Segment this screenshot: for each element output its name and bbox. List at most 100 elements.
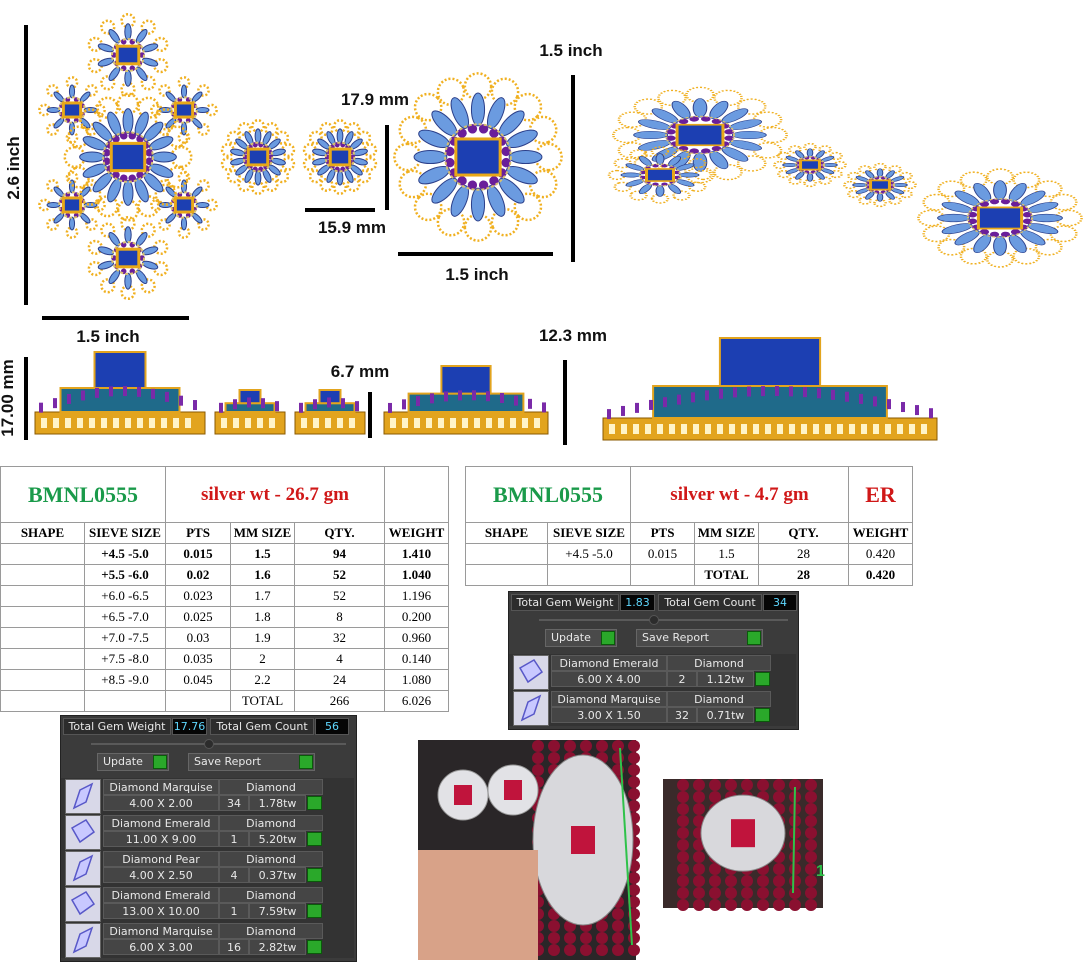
save-report-button[interactable]: Save Report	[188, 753, 315, 771]
total-row: TOTAL 28 0.420	[465, 564, 914, 586]
jewel-petal	[498, 177, 525, 204]
jewel-petal	[795, 150, 805, 159]
header: PTS	[630, 522, 695, 544]
photo-bead	[757, 875, 769, 887]
jewel-petal	[141, 43, 159, 53]
update-button[interactable]: Update	[97, 753, 169, 771]
photo-bead	[741, 899, 753, 911]
jewel-petal	[336, 170, 344, 186]
jewel-petal	[1020, 230, 1046, 246]
jewel-petal	[352, 157, 368, 166]
header: MM SIZE	[694, 522, 759, 544]
total-count-label: Total Gem Count	[210, 718, 314, 735]
jewel-petal	[709, 100, 729, 119]
gem-count: 16	[219, 939, 249, 955]
gem-arrow[interactable]	[307, 796, 322, 810]
jewel-petal	[729, 119, 762, 130]
side-post	[775, 386, 779, 397]
jewel-ring	[444, 123, 512, 191]
cell: 1.5	[230, 543, 295, 565]
jewel-petal	[729, 140, 762, 151]
gem-material: Diamond	[667, 655, 771, 671]
photo-bead	[693, 875, 705, 887]
side-window	[269, 418, 275, 428]
jewel-scallop	[166, 125, 189, 148]
side-window	[414, 418, 420, 428]
jewel-petal	[692, 98, 708, 118]
side-window	[909, 424, 915, 434]
jewel-petal	[165, 212, 177, 224]
cell: +7.0 -7.5	[84, 627, 166, 649]
jewel-scallop	[46, 123, 59, 136]
jewel-petal	[143, 172, 164, 193]
cell: 0.03	[165, 627, 231, 649]
jewel-petal	[124, 272, 132, 290]
jewel-scallop	[79, 108, 102, 131]
gem-panel: Total Gem Weight 17.76 Total Gem Count 56 Up…	[60, 715, 357, 962]
jewel-petal	[108, 66, 121, 82]
jewel-scallop	[116, 92, 140, 115]
side-post	[691, 392, 695, 403]
gem-arrow[interactable]	[307, 904, 322, 918]
gem-arrow[interactable]	[307, 868, 322, 882]
cell	[547, 564, 631, 586]
jewel	[302, 119, 378, 195]
update-button[interactable]: Update	[545, 629, 617, 647]
jewel-dot	[457, 128, 467, 138]
side-post	[845, 391, 849, 402]
row: +6.5 -7.0 0.025 1.8 8 0.200	[0, 606, 450, 628]
photo-bead	[677, 827, 689, 839]
photo-bead	[628, 740, 640, 752]
jewel-dot	[478, 180, 489, 190]
cell: +4.5 -5.0	[84, 543, 166, 565]
gem-name: Diamond Emerald	[551, 655, 667, 671]
slider-knob	[648, 615, 659, 625]
gem-weight: 1.78tw	[249, 795, 306, 811]
photo-bead	[677, 899, 689, 911]
spec-table: BMNL0555 silver wt - 26.7 gm SHAPE SIEVE SI…	[0, 466, 450, 712]
side-base	[34, 411, 206, 435]
photo-bead	[548, 920, 560, 932]
jewel-petal	[124, 226, 132, 244]
gem-name: Diamond Marquise	[551, 691, 667, 707]
side-post	[299, 402, 303, 413]
header: QTY.	[757, 522, 850, 544]
side-post	[607, 409, 611, 420]
photo-bead	[612, 944, 624, 956]
side-window	[621, 424, 627, 434]
photo-bead	[532, 740, 544, 752]
jewel-center	[115, 247, 141, 269]
jewel-petal	[973, 182, 992, 202]
save-report-arrow[interactable]	[299, 755, 313, 769]
photo-bead	[677, 875, 689, 887]
gem-arrow[interactable]	[755, 672, 770, 686]
photo-bead	[741, 887, 753, 899]
jewel-petal	[344, 131, 354, 146]
side-window	[161, 418, 167, 428]
save-report-button[interactable]: Save Report	[636, 629, 763, 647]
save-report-arrow[interactable]	[747, 631, 761, 645]
side-post	[915, 405, 919, 416]
jewel-scallop	[177, 76, 191, 89]
gem-arrow[interactable]	[755, 708, 770, 722]
side-post	[137, 386, 141, 397]
photo-bead	[677, 839, 689, 851]
side-post	[873, 396, 877, 407]
update-arrow[interactable]	[601, 631, 615, 645]
photo-bead	[805, 899, 817, 911]
side-post	[859, 393, 863, 404]
jewel-dot	[1022, 211, 1033, 218]
photo-bead	[628, 872, 640, 884]
jewel-dot	[989, 198, 1000, 205]
gem-arrow[interactable]	[307, 832, 322, 846]
jewel-dot	[136, 171, 144, 179]
update-arrow[interactable]	[153, 755, 167, 769]
jewel-petal	[191, 91, 203, 103]
side-post	[179, 395, 183, 406]
code: BMNL0555	[465, 466, 631, 523]
jewel-petal	[149, 136, 174, 151]
row: +7.5 -8.0 0.035 2 4 0.140	[0, 648, 450, 670]
cell: +6.0 -6.5	[84, 585, 166, 607]
gem-arrow[interactable]	[307, 940, 322, 954]
side-post	[649, 399, 653, 410]
